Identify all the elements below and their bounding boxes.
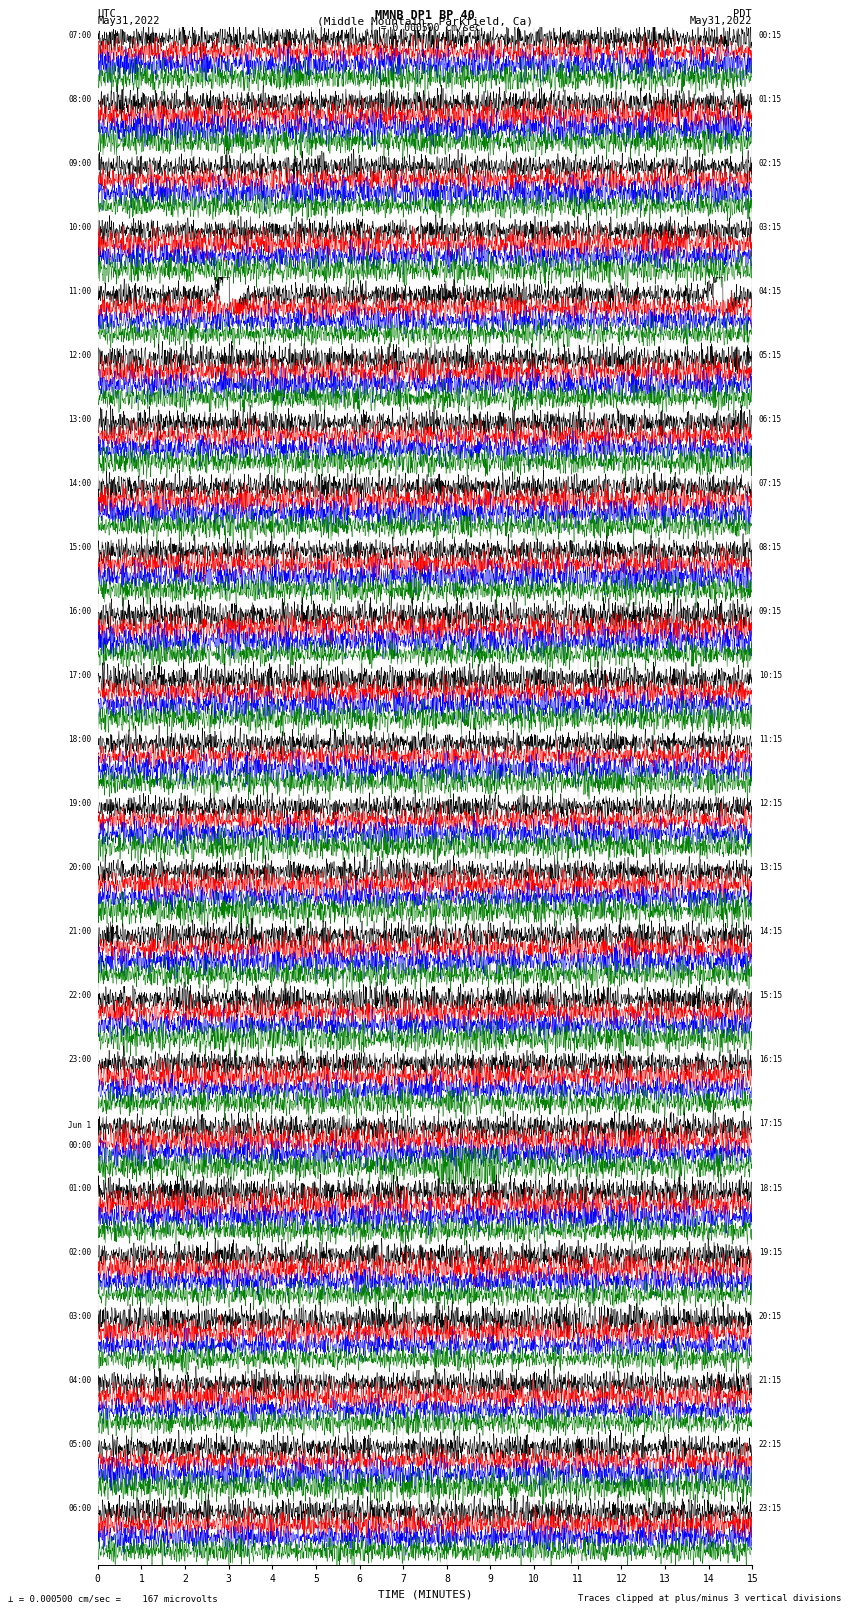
Text: 00:00: 00:00: [68, 1140, 91, 1150]
Text: 05:00: 05:00: [68, 1440, 91, 1448]
Text: 03:15: 03:15: [759, 223, 782, 232]
Text: 01:00: 01:00: [68, 1184, 91, 1192]
Text: 05:15: 05:15: [759, 352, 782, 360]
Text: 13:00: 13:00: [68, 415, 91, 424]
Text: 22:00: 22:00: [68, 992, 91, 1000]
Text: 01:15: 01:15: [759, 95, 782, 103]
Text: | = 0.000500 cm/sec: | = 0.000500 cm/sec: [369, 23, 481, 34]
Text: 12:15: 12:15: [759, 798, 782, 808]
Text: 16:00: 16:00: [68, 606, 91, 616]
Text: 13:15: 13:15: [759, 863, 782, 873]
Text: 19:00: 19:00: [68, 798, 91, 808]
Text: ⊥ = 0.000500 cm/sec =    167 microvolts: ⊥ = 0.000500 cm/sec = 167 microvolts: [8, 1594, 218, 1603]
Text: MMNB DP1 BP 40: MMNB DP1 BP 40: [375, 10, 475, 23]
Text: May31,2022: May31,2022: [98, 16, 161, 26]
Text: 18:15: 18:15: [759, 1184, 782, 1192]
Text: 00:15: 00:15: [759, 31, 782, 40]
Text: 14:15: 14:15: [759, 927, 782, 936]
Text: UTC: UTC: [98, 10, 116, 19]
X-axis label: TIME (MINUTES): TIME (MINUTES): [377, 1589, 473, 1598]
Text: May31,2022: May31,2022: [689, 16, 752, 26]
Text: 21:00: 21:00: [68, 927, 91, 936]
Text: Jun 1: Jun 1: [68, 1121, 91, 1131]
Text: 04:15: 04:15: [759, 287, 782, 295]
Text: 20:00: 20:00: [68, 863, 91, 873]
Text: 02:15: 02:15: [759, 158, 782, 168]
Text: 03:00: 03:00: [68, 1311, 91, 1321]
Text: 11:15: 11:15: [759, 736, 782, 744]
Text: 19:15: 19:15: [759, 1247, 782, 1257]
Text: 17:00: 17:00: [68, 671, 91, 681]
Text: 08:15: 08:15: [759, 544, 782, 552]
Text: 09:15: 09:15: [759, 606, 782, 616]
Text: 10:00: 10:00: [68, 223, 91, 232]
Text: 07:15: 07:15: [759, 479, 782, 489]
Text: 11:00: 11:00: [68, 287, 91, 295]
Text: 09:00: 09:00: [68, 158, 91, 168]
Text: 20:15: 20:15: [759, 1311, 782, 1321]
Text: 02:00: 02:00: [68, 1247, 91, 1257]
Text: 06:15: 06:15: [759, 415, 782, 424]
Text: 18:00: 18:00: [68, 736, 91, 744]
Text: 06:00: 06:00: [68, 1503, 91, 1513]
Text: PDT: PDT: [734, 10, 752, 19]
Text: Traces clipped at plus/minus 3 vertical divisions: Traces clipped at plus/minus 3 vertical …: [578, 1594, 842, 1603]
Text: 10:15: 10:15: [759, 671, 782, 681]
Text: 04:00: 04:00: [68, 1376, 91, 1384]
Text: 23:15: 23:15: [759, 1503, 782, 1513]
Text: 23:00: 23:00: [68, 1055, 91, 1065]
Text: 14:00: 14:00: [68, 479, 91, 489]
Text: 15:00: 15:00: [68, 544, 91, 552]
Text: 07:00: 07:00: [68, 31, 91, 40]
Text: 12:00: 12:00: [68, 352, 91, 360]
Text: 17:15: 17:15: [759, 1119, 782, 1129]
Text: 15:15: 15:15: [759, 992, 782, 1000]
Text: 22:15: 22:15: [759, 1440, 782, 1448]
Text: 16:15: 16:15: [759, 1055, 782, 1065]
Text: 21:15: 21:15: [759, 1376, 782, 1384]
Text: (Middle Mountain, Parkfield, Ca): (Middle Mountain, Parkfield, Ca): [317, 16, 533, 26]
Text: 08:00: 08:00: [68, 95, 91, 103]
